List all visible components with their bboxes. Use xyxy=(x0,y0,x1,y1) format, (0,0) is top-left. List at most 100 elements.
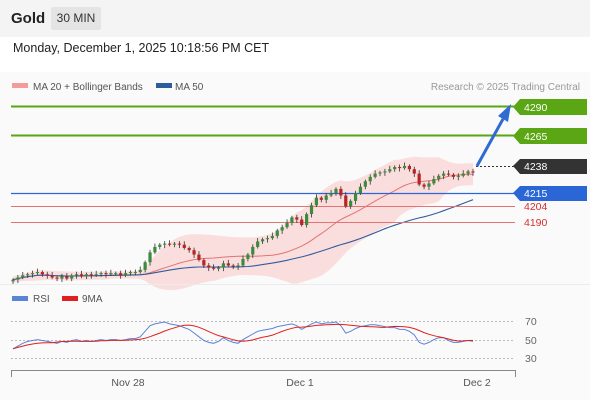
candle-body xyxy=(16,277,20,280)
candle xyxy=(324,192,328,204)
candle-body xyxy=(187,247,191,251)
candle xyxy=(65,273,69,281)
candle xyxy=(216,266,221,272)
rsi-legend-label: RSI xyxy=(33,294,50,305)
candle-body xyxy=(99,273,103,275)
candle-body xyxy=(412,169,416,174)
candle xyxy=(358,183,363,195)
candle xyxy=(99,271,103,277)
candle-body xyxy=(329,193,333,196)
candle xyxy=(114,271,118,276)
candle xyxy=(21,271,25,280)
candle-body xyxy=(79,274,84,277)
candle-body xyxy=(334,188,338,194)
candle-body xyxy=(422,184,426,187)
x-axis-label-nov28: Nov 28 xyxy=(111,377,144,389)
chart-panel[interactable]: MA 20 + Bollinger Bands MA 50 Research ©… xyxy=(0,72,590,400)
candle xyxy=(373,170,377,179)
forecast-arrow-head xyxy=(498,104,511,122)
candle xyxy=(148,249,152,266)
candle-body xyxy=(109,273,113,275)
candle-body xyxy=(295,217,299,220)
candle-body xyxy=(305,214,309,226)
candle xyxy=(128,270,133,276)
candle-body xyxy=(143,262,147,270)
candle-body xyxy=(123,273,128,276)
candle-body xyxy=(402,165,407,169)
candle xyxy=(60,273,64,283)
candle-body xyxy=(349,200,353,207)
candle-body xyxy=(397,167,402,169)
candle-body xyxy=(55,277,59,279)
candle-body xyxy=(226,263,230,266)
candle-body xyxy=(104,273,108,275)
ma50-legend-label: MA 50 xyxy=(175,82,204,93)
candle xyxy=(89,271,93,279)
candle-body xyxy=(358,186,363,194)
candle xyxy=(251,244,255,258)
candle-body xyxy=(231,265,235,267)
level-s3-value: 4190 xyxy=(524,217,548,229)
candle-body xyxy=(339,188,343,196)
candle-body xyxy=(158,244,162,247)
rsi-ma-legend-label: 9MA xyxy=(82,294,103,305)
candle xyxy=(339,186,343,199)
candle-body xyxy=(172,243,177,245)
price-chart[interactable]: MA 20 + Bollinger Bands MA 50 Research ©… xyxy=(0,72,590,400)
level-s1-value: 4215 xyxy=(524,188,548,200)
candle-body xyxy=(256,241,260,247)
bollinger-band-area xyxy=(13,156,473,291)
candle xyxy=(172,241,177,248)
candle xyxy=(344,192,348,209)
candle xyxy=(417,170,421,187)
candle xyxy=(16,275,20,284)
candle xyxy=(143,260,147,273)
candle-body xyxy=(153,246,157,253)
candle xyxy=(221,260,226,272)
candle xyxy=(94,270,98,277)
ma20-legend-swatch xyxy=(12,83,28,88)
candle xyxy=(133,269,137,276)
candle xyxy=(241,255,245,268)
candle xyxy=(167,240,172,247)
forecast-arrow-shaft xyxy=(475,118,505,167)
candle-body xyxy=(221,263,226,268)
x-axis-label-dec2: Dec 2 xyxy=(463,377,491,389)
candle xyxy=(446,170,451,177)
candle xyxy=(437,174,441,182)
bollinger-band xyxy=(13,156,473,291)
candle xyxy=(197,251,201,262)
ma50-legend-swatch xyxy=(156,83,172,88)
candle-body xyxy=(344,195,348,207)
candle-body xyxy=(241,258,245,266)
candle-body xyxy=(378,172,382,174)
candle xyxy=(153,243,157,255)
candle xyxy=(451,173,456,180)
candle-body xyxy=(285,222,289,228)
candle xyxy=(270,232,274,240)
candle xyxy=(427,180,431,191)
candle xyxy=(280,224,284,234)
level-current-value: 4238 xyxy=(524,161,548,173)
candle xyxy=(119,270,123,279)
candle xyxy=(388,165,392,174)
rsi-axis-70: 70 xyxy=(525,316,537,328)
candle xyxy=(260,237,265,244)
candle xyxy=(256,238,260,249)
candle xyxy=(397,164,402,172)
candle-body xyxy=(280,227,284,231)
candle-body xyxy=(94,274,98,276)
level-tag-r1: 4265 xyxy=(513,128,587,144)
candle xyxy=(207,262,211,272)
candle-body xyxy=(427,183,431,187)
candle xyxy=(295,214,299,223)
timeframe-button[interactable]: 30 MIN xyxy=(51,7,101,30)
rsi-ma-line xyxy=(12,323,474,350)
candle-body xyxy=(35,272,40,274)
candle-body xyxy=(437,175,441,180)
candle-body xyxy=(21,275,25,278)
candle-body xyxy=(407,165,411,170)
rsi-line xyxy=(12,321,474,350)
credit-label: Research © 2025 Trading Central xyxy=(431,82,580,93)
candle xyxy=(158,243,162,250)
